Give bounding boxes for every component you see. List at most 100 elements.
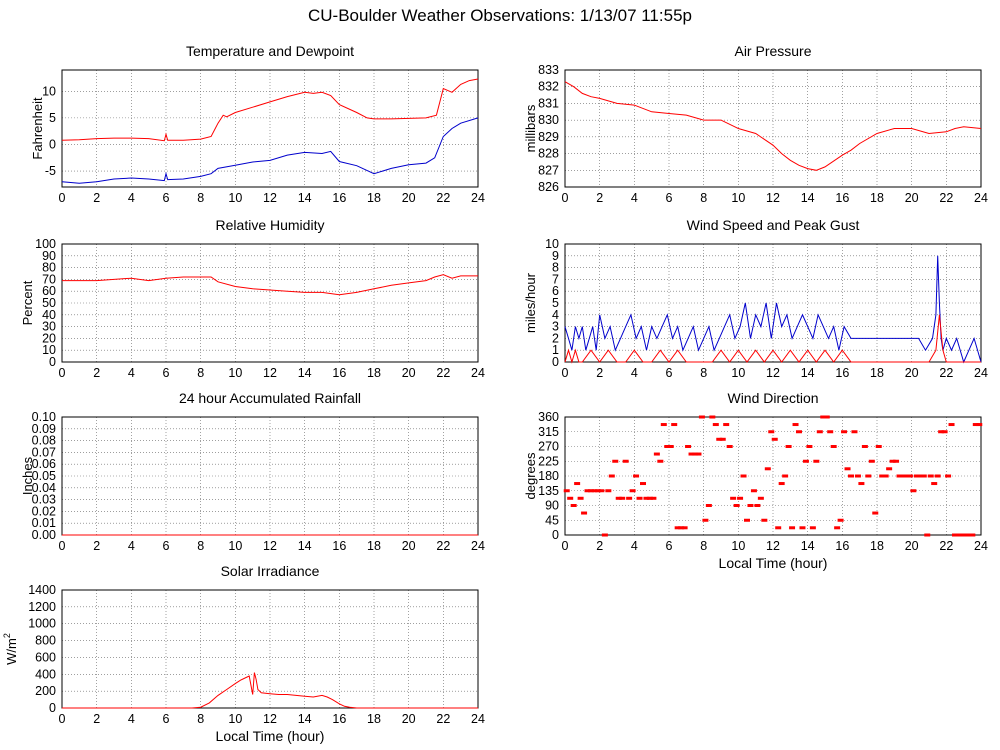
- y-tick-label: 1: [552, 343, 559, 357]
- x-tick-label: 2: [93, 191, 100, 205]
- data-point: [827, 430, 834, 434]
- x-tick-label: 10: [228, 191, 242, 205]
- data-point: [678, 526, 685, 530]
- x-tick-label: 10: [228, 366, 242, 380]
- data-point: [709, 415, 716, 419]
- y-tick-label: 1400: [28, 583, 56, 597]
- data-point: [681, 526, 688, 530]
- y-tick-label: 600: [35, 650, 56, 664]
- y-tick-label: 0.03: [32, 493, 56, 507]
- x-tick-label: 6: [666, 191, 673, 205]
- x-tick-label: 0: [59, 366, 66, 380]
- data-point: [574, 482, 581, 486]
- y-tick-label: 60: [42, 284, 56, 298]
- x-tick-label: 14: [298, 366, 312, 380]
- y-tick-label: 0: [552, 355, 559, 369]
- y-tick-label: 30: [42, 320, 56, 334]
- x-tick-label: 24: [471, 191, 485, 205]
- x-tick-label: 18: [367, 191, 381, 205]
- chart-title: 24 hour Accumulated Rainfall: [179, 390, 361, 406]
- x-tick-label: 2: [596, 539, 603, 553]
- data-point: [737, 496, 744, 500]
- data-point: [591, 489, 598, 493]
- y-tick-label: 800: [35, 634, 56, 648]
- data-point: [924, 533, 931, 537]
- y-axis-label: degrees: [523, 452, 538, 499]
- x-tick-label: 20: [402, 712, 416, 726]
- data-point: [938, 430, 945, 434]
- x-tick-label: 2: [596, 191, 603, 205]
- data-point: [945, 474, 952, 478]
- x-tick-label: 0: [562, 539, 569, 553]
- x-tick-label: 22: [939, 191, 953, 205]
- data-point: [629, 489, 636, 493]
- x-tick-label: 4: [128, 712, 135, 726]
- data-point: [879, 474, 886, 478]
- x-tick-label: 4: [631, 366, 638, 380]
- data-point: [875, 445, 882, 448]
- y-tick-label: 831: [538, 96, 559, 110]
- x-tick-label: 2: [93, 539, 100, 553]
- y-tick-label: 50: [42, 296, 56, 310]
- y-tick-label: 0.04: [32, 481, 56, 495]
- y-tick-label: 826: [538, 180, 559, 194]
- data-point: [948, 423, 955, 427]
- x-tick-label: 12: [766, 366, 780, 380]
- data-point: [931, 482, 938, 486]
- data-point: [955, 533, 962, 537]
- data-point: [969, 533, 976, 537]
- y-tick-label: 0: [49, 137, 56, 151]
- x-tick-label: 18: [367, 712, 381, 726]
- x-tick-label: 10: [731, 366, 745, 380]
- page-title: CU-Boulder Weather Observations: 1/13/07…: [308, 6, 692, 25]
- x-tick-label: 16: [332, 712, 346, 726]
- x-tick-label: 14: [801, 539, 815, 553]
- data-point: [958, 533, 965, 537]
- data-point: [782, 474, 789, 478]
- chart-title: Temperature and Dewpoint: [186, 43, 354, 59]
- data-point: [893, 459, 900, 463]
- data-point: [886, 467, 893, 471]
- x-tick-label: 6: [163, 366, 170, 380]
- y-tick-label: 8: [552, 261, 559, 275]
- x-axis-label: Local Time (hour): [719, 555, 828, 571]
- data-point: [927, 474, 934, 478]
- data-point: [913, 474, 920, 478]
- data-point: [952, 533, 958, 537]
- data-point: [646, 496, 653, 500]
- data-point: [802, 459, 809, 463]
- data-point: [636, 496, 643, 500]
- y-tick-label: 830: [538, 113, 559, 127]
- data-point: [768, 430, 775, 434]
- series-line-0: [564, 81, 982, 171]
- x-tick-label: 0: [59, 191, 66, 205]
- data-point: [775, 526, 782, 530]
- x-tick-label: 20: [402, 539, 416, 553]
- data-point: [962, 533, 969, 537]
- y-tick-label: 0.02: [32, 504, 56, 518]
- x-tick-label: 6: [163, 539, 170, 553]
- y-tick-label: 90: [545, 499, 559, 513]
- chart-title: Air Pressure: [734, 43, 811, 59]
- y-axis-label: Percent: [20, 280, 35, 325]
- y-tick-label: 5: [552, 296, 559, 310]
- x-tick-label: 18: [870, 539, 884, 553]
- data-point: [726, 445, 733, 448]
- data-point: [906, 474, 913, 478]
- y-tick-label: 10: [42, 343, 56, 357]
- y-tick-label: 360: [538, 410, 559, 424]
- y-tick-label: 828: [538, 147, 559, 161]
- data-point: [754, 504, 761, 507]
- x-tick-label: 6: [666, 366, 673, 380]
- data-point: [785, 445, 792, 448]
- data-point: [671, 423, 678, 427]
- data-point: [972, 423, 979, 427]
- data-point: [615, 496, 622, 500]
- plot-frame: [61, 69, 479, 188]
- x-tick-label: 22: [436, 539, 450, 553]
- y-tick-label: 0.01: [32, 516, 56, 530]
